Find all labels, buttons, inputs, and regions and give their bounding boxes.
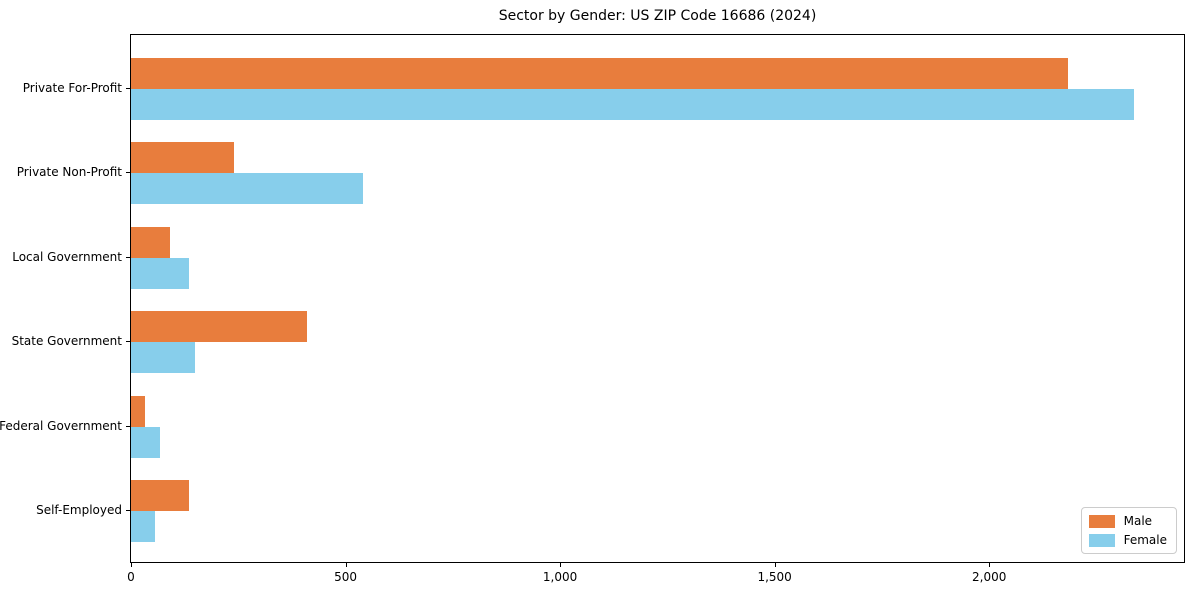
- y-tick-mark: [126, 341, 130, 343]
- x-tick-label-1000: 1,000: [542, 570, 578, 584]
- legend-label-male: Male: [1123, 514, 1153, 528]
- legend-swatch-female: [1088, 533, 1115, 547]
- bar-male-state-government: [131, 311, 307, 343]
- bar-female-state-government: [131, 342, 195, 374]
- x-tick-mark: [131, 563, 132, 567]
- y-tick-mark: [126, 425, 130, 427]
- legend-swatch-male: [1088, 514, 1115, 528]
- bar-male-self-employed: [131, 480, 189, 511]
- bar-female-private-for-profit: [131, 89, 1134, 120]
- bar-male-local-government: [131, 226, 171, 258]
- x-tick-label-500: 500: [334, 570, 357, 584]
- y-tick-mark: [126, 88, 130, 89]
- x-tick-mark: [989, 563, 991, 567]
- x-tick-label-1500: 1,500: [757, 570, 792, 584]
- x-tick-mark: [345, 563, 347, 567]
- bar-male-private-for-profit: [131, 58, 1069, 89]
- y-tick-label-state-government: State Government: [11, 334, 122, 349]
- bar-male-private-non-profit: [131, 142, 234, 174]
- plot-area: Male Female: [130, 34, 1185, 563]
- bar-female-federal-government: [131, 426, 160, 458]
- chart-title: Sector by Gender: US ZIP Code 16686 (202…: [498, 8, 817, 24]
- y-tick-label-self-employed: Self-Employed: [36, 503, 122, 517]
- y-tick-mark: [126, 256, 130, 258]
- bar-female-private-non-profit: [131, 173, 363, 205]
- x-tick-label-2000: 2,000: [972, 570, 1007, 584]
- legend: Male Female: [1080, 507, 1177, 554]
- y-tick-mark: [126, 172, 130, 174]
- y-tick-label-federal-government: Federal Government: [0, 418, 122, 433]
- y-tick-label-private-non-profit: Private Non-Profit: [16, 165, 122, 180]
- legend-entry-female: Female: [1088, 533, 1167, 547]
- y-tick-mark: [126, 510, 130, 511]
- bar-male-federal-government: [131, 395, 146, 427]
- y-tick-label-private-for-profit: Private For-Profit: [22, 81, 122, 95]
- legend-label-female: Female: [1123, 533, 1167, 547]
- bar-female-local-government: [131, 257, 189, 289]
- y-tick-label-local-government: Local Government: [12, 249, 122, 264]
- x-tick-mark: [560, 563, 562, 567]
- x-tick-mark: [774, 563, 776, 567]
- legend-entry-male: Male: [1088, 514, 1167, 528]
- x-tick-label-0: 0: [127, 570, 135, 584]
- bar-female-self-employed: [131, 511, 156, 542]
